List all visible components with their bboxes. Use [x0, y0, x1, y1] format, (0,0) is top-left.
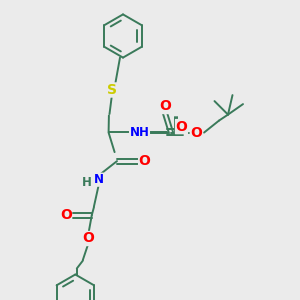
- Text: O: O: [159, 100, 171, 113]
- Text: O: O: [176, 120, 188, 134]
- Text: S: S: [107, 83, 118, 97]
- Text: H: H: [82, 176, 92, 189]
- Text: O: O: [190, 126, 202, 140]
- Text: O: O: [139, 154, 151, 168]
- Text: O: O: [60, 208, 72, 222]
- Text: NH: NH: [130, 125, 149, 139]
- Text: N: N: [93, 173, 103, 186]
- Text: O: O: [82, 232, 94, 245]
